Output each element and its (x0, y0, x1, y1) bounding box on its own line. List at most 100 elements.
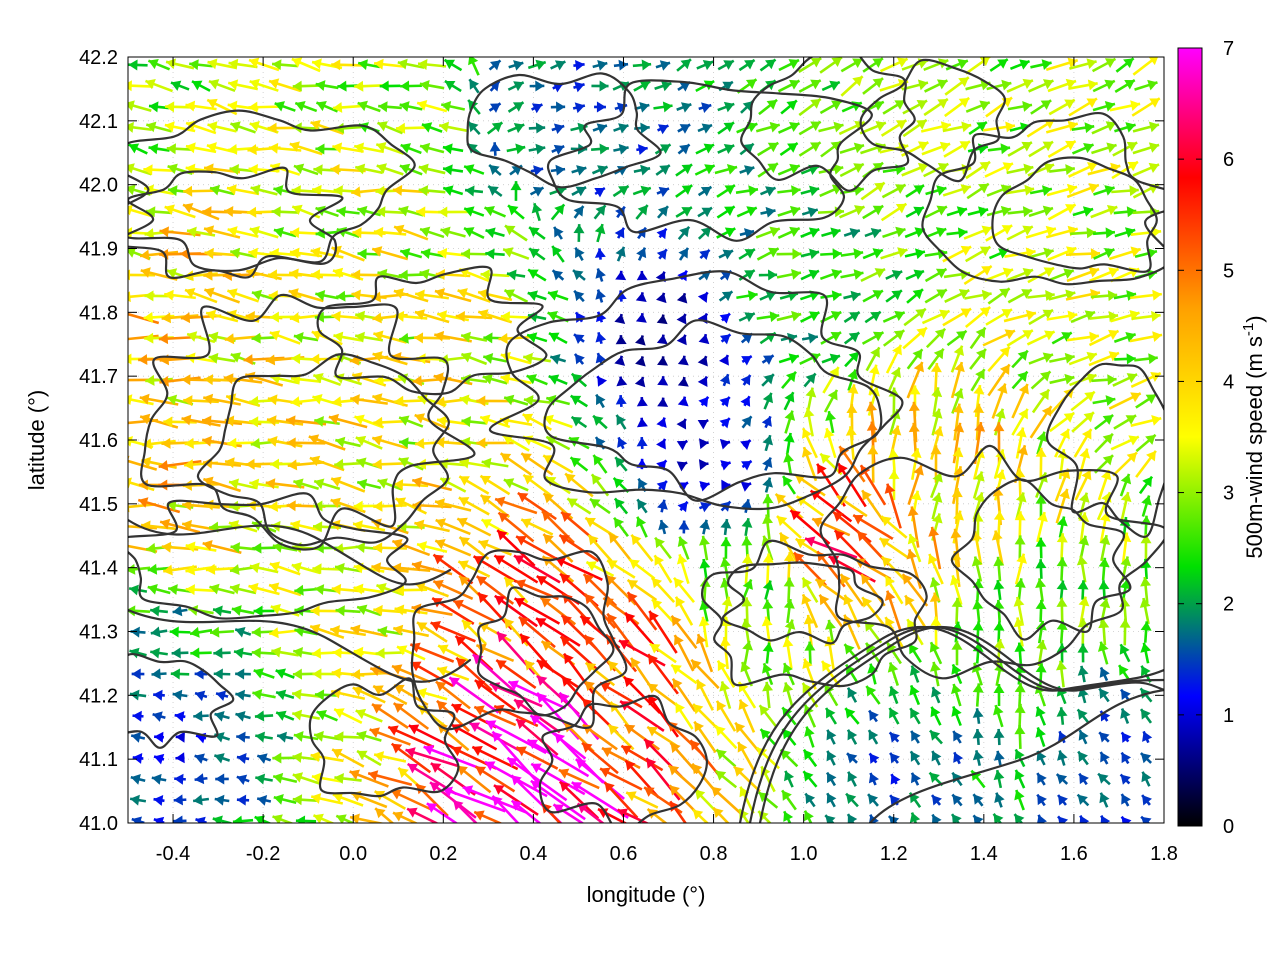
wind-vector-head (378, 101, 388, 113)
wind-vector (379, 80, 401, 92)
wind-vector-head (594, 188, 605, 198)
wind-vector-head (267, 269, 277, 281)
wind-vector (760, 206, 776, 218)
wind-vector-head (723, 122, 735, 133)
wind-vector-head (183, 185, 193, 197)
wind-vector-head (853, 248, 864, 260)
wind-vector-head (678, 247, 688, 259)
wind-vector-head (1104, 79, 1115, 90)
wind-vector-head (809, 248, 820, 260)
wind-vector-head (1086, 227, 1096, 239)
wind-vector (776, 310, 802, 322)
wind-vector-head (289, 247, 300, 259)
wind-vector-head (1105, 227, 1115, 239)
wind-vector-head (417, 59, 428, 70)
wind-vector-head (414, 309, 426, 320)
wind-vector-head (1130, 246, 1141, 258)
wind-vector-head (491, 122, 503, 133)
wind-vector-head (679, 226, 690, 238)
wind-vector-head (854, 120, 865, 131)
wind-vector (1003, 309, 1037, 323)
wind-vector (965, 160, 991, 180)
wind-vector-head (895, 184, 906, 194)
wind-vector-head (599, 143, 609, 155)
wind-vector-head (679, 144, 690, 155)
wind-vector (164, 289, 196, 301)
wind-vector-head (118, 418, 127, 429)
wind-vector-head (268, 142, 279, 154)
wind-vector-head (1086, 162, 1098, 173)
wind-vector-head (1043, 247, 1054, 259)
wind-vector (655, 164, 671, 176)
wind-vector-head (791, 268, 801, 280)
wind-vector (421, 122, 443, 133)
wind-vector-head (291, 57, 303, 68)
wind-vector-head (167, 185, 178, 197)
wind-vector (902, 118, 928, 138)
wind-vector (864, 227, 882, 239)
wind-vector (289, 141, 323, 156)
wind-vector-head (532, 186, 544, 197)
wind-vector-head (357, 248, 367, 260)
wind-vector-head (164, 289, 174, 301)
wind-vector-head (189, 59, 199, 71)
wind-vector-head (1042, 141, 1054, 152)
wind-vector-head (206, 142, 217, 153)
wind-vector-head (744, 59, 755, 70)
wind-vector (677, 123, 691, 134)
wind-vector-head (272, 59, 282, 71)
wind-vector (528, 143, 546, 155)
wind-vector (185, 142, 217, 154)
wind-vector-head (701, 207, 713, 218)
wind-vector-head (939, 309, 950, 320)
wind-vector (461, 248, 487, 260)
wind-vector-head (376, 163, 387, 174)
wind-vector (839, 205, 865, 219)
wind-vector (455, 311, 493, 323)
wind-vector-head (336, 290, 346, 302)
wind-vector (920, 121, 952, 133)
wind-vector-head (128, 184, 136, 196)
wind-vector (591, 80, 609, 92)
wind-vector (398, 269, 424, 281)
wind-vector-head (832, 248, 842, 260)
wind-vector (758, 98, 778, 116)
wind-vector (1007, 288, 1033, 304)
wind-vector-head (1019, 59, 1030, 70)
wind-vector (573, 205, 585, 219)
wind-vector-head (415, 289, 425, 301)
wind-vector (128, 163, 152, 176)
wind-vector (635, 292, 647, 303)
wind-vector-head (662, 101, 673, 113)
wind-vector-head (399, 163, 411, 175)
wind-vector-head (635, 292, 647, 303)
wind-vector (862, 77, 884, 95)
wind-vector (657, 205, 669, 219)
wind-vector (942, 307, 972, 327)
wind-vector-head (594, 248, 606, 258)
wind-vector-head (312, 58, 322, 70)
wind-vector-head (743, 228, 755, 239)
wind-vector-head (1126, 290, 1137, 301)
wind-vector-head (480, 269, 490, 281)
wind-vector-head (247, 144, 257, 156)
wind-vector (531, 202, 543, 222)
wind-vector-head (395, 122, 406, 134)
wind-vector (573, 59, 585, 71)
wind-vector-head (506, 269, 517, 281)
wind-vector (1045, 225, 1079, 239)
wind-vector-head (443, 185, 454, 196)
wind-vector (288, 288, 324, 303)
wind-vector-head (547, 290, 559, 301)
wind-vector (226, 184, 260, 196)
wind-vector-head (659, 144, 671, 154)
wind-vector-head (312, 184, 322, 196)
wind-vector-head (167, 163, 178, 175)
wind-vector (1049, 268, 1075, 281)
wind-vector-head (765, 206, 776, 218)
wind-vector-head (117, 308, 127, 319)
wind-vector (882, 226, 906, 239)
wind-vector (529, 186, 545, 197)
wind-vector-head (853, 269, 864, 280)
wind-vector-head (597, 165, 608, 176)
